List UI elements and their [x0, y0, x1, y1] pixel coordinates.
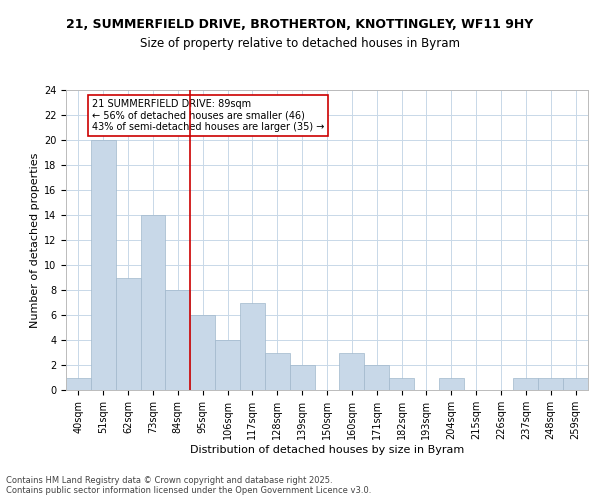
Bar [514, 378, 538, 390]
Text: Size of property relative to detached houses in Byram: Size of property relative to detached ho… [140, 38, 460, 51]
Bar [116, 278, 140, 390]
Bar [538, 378, 563, 390]
Bar [140, 215, 166, 390]
Text: 21, SUMMERFIELD DRIVE, BROTHERTON, KNOTTINGLEY, WF11 9HY: 21, SUMMERFIELD DRIVE, BROTHERTON, KNOTT… [67, 18, 533, 30]
Bar [364, 365, 389, 390]
Bar [439, 378, 464, 390]
Bar [265, 352, 290, 390]
Bar [166, 290, 190, 390]
Bar [66, 378, 91, 390]
Bar [91, 140, 116, 390]
Bar [290, 365, 314, 390]
Bar [340, 352, 364, 390]
Bar [563, 378, 588, 390]
Bar [215, 340, 240, 390]
Text: Contains HM Land Registry data © Crown copyright and database right 2025.
Contai: Contains HM Land Registry data © Crown c… [6, 476, 371, 495]
Y-axis label: Number of detached properties: Number of detached properties [29, 152, 40, 328]
Bar [190, 315, 215, 390]
X-axis label: Distribution of detached houses by size in Byram: Distribution of detached houses by size … [190, 444, 464, 454]
Bar [389, 378, 414, 390]
Bar [240, 302, 265, 390]
Text: 21 SUMMERFIELD DRIVE: 89sqm
← 56% of detached houses are smaller (46)
43% of sem: 21 SUMMERFIELD DRIVE: 89sqm ← 56% of det… [92, 99, 325, 132]
